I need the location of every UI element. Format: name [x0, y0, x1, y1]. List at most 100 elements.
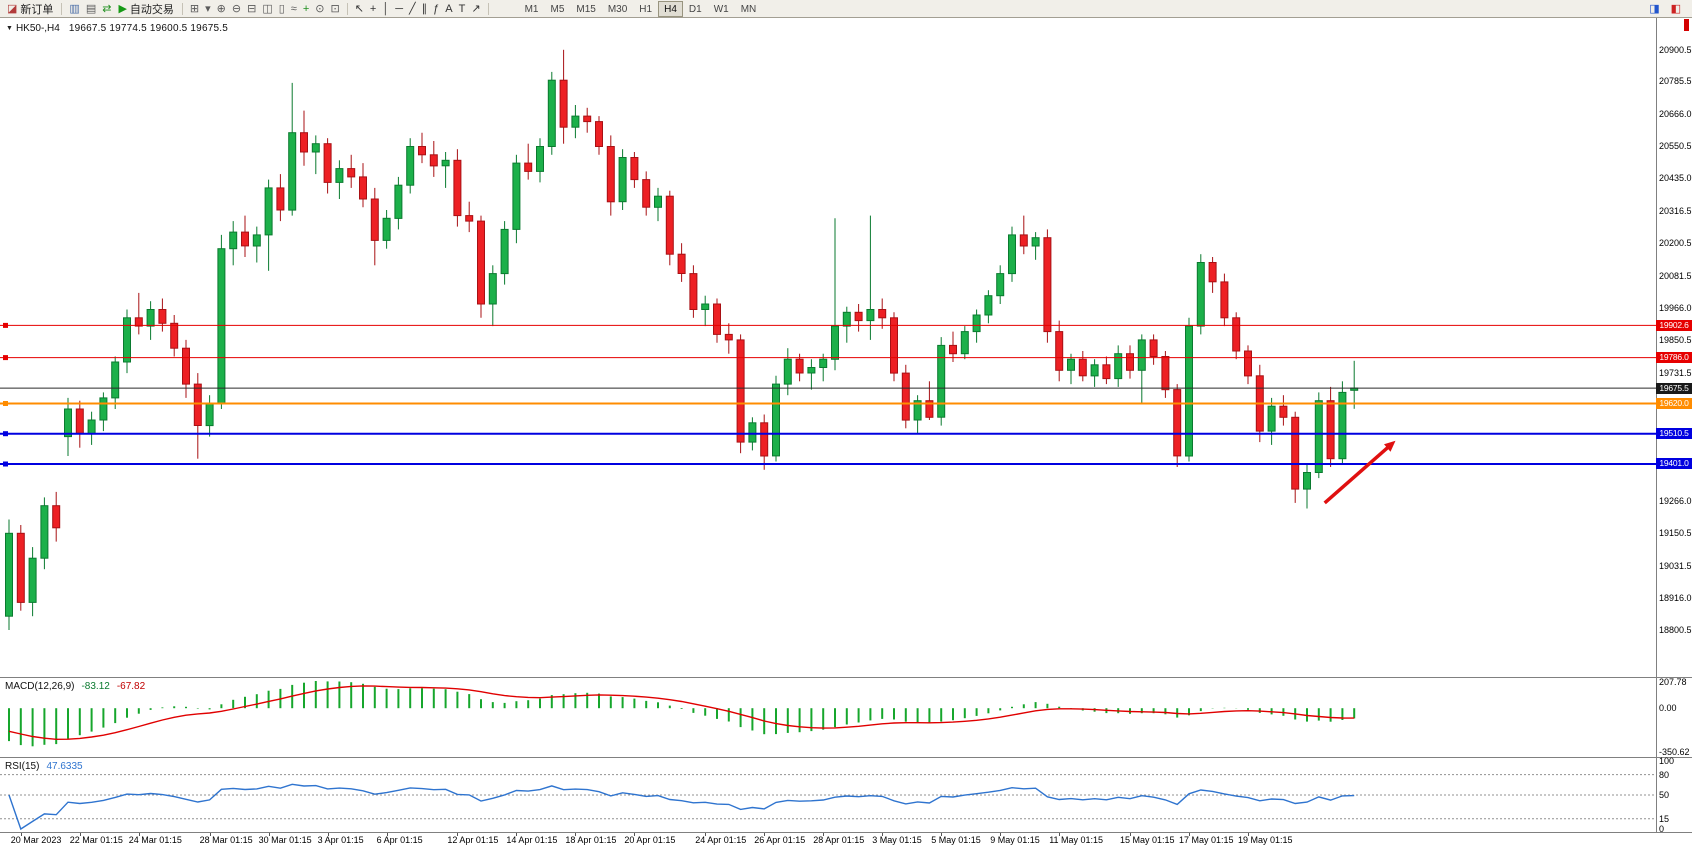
bear-candle: [1126, 353, 1134, 371]
bear-candle: [1102, 364, 1111, 380]
candlestick-chart-icon[interactable]: ▯: [278, 2, 285, 15]
navigator-icon[interactable]: ⇄: [102, 2, 112, 15]
price-tag-19675.5: 19675.5: [1656, 382, 1692, 394]
data-window-icon[interactable]: ▤: [85, 2, 97, 15]
toolbar-right-icon-1[interactable]: ◨: [1649, 2, 1660, 15]
bear-candle: [524, 162, 533, 172]
zoom-in-icon[interactable]: ⊕: [216, 2, 226, 15]
bull-candle: [972, 314, 981, 333]
chart-dropdown-icon[interactable]: ▼: [6, 25, 13, 32]
support-hline-2-handle[interactable]: [3, 461, 8, 467]
toolbar-separator: [346, 2, 348, 15]
price-axis-label: 19850.5: [1659, 334, 1692, 345]
arrow-annotation[interactable]: [1323, 442, 1393, 505]
time-tick: [20, 833, 22, 836]
macd-panel[interactable]: [0, 678, 1656, 757]
profiles-icon[interactable]: ▾: [205, 2, 211, 15]
vline-icon[interactable]: │: [382, 2, 390, 15]
bear-candle: [1279, 405, 1288, 418]
bear-candle: [1291, 416, 1300, 490]
hline-icon[interactable]: ─: [395, 2, 404, 15]
window-icons-group: ▥ ▤ ⇄: [66, 1, 114, 17]
new-order-button[interactable]: ◪ 新订单: [3, 1, 57, 17]
arrows-icon[interactable]: ↗: [471, 2, 481, 15]
rsi-value: 47.6335: [46, 761, 83, 772]
bear-candle: [52, 505, 61, 529]
bar-chart-icon[interactable]: ◫: [262, 2, 273, 15]
timeframe-button-h4[interactable]: H4: [658, 0, 683, 17]
pivot-hline-orange-handle[interactable]: [3, 401, 8, 406]
bull-candle: [500, 228, 509, 275]
toolbar-right-icon-2[interactable]: ◧: [1670, 2, 1681, 15]
bull-candle: [252, 234, 261, 247]
zoom-out-icon[interactable]: ⊖: [231, 2, 242, 15]
bull-candle: [441, 159, 450, 167]
resistance-hline-1-handle[interactable]: [3, 322, 8, 328]
label-icon[interactable]: T: [458, 2, 466, 15]
timeframe-button-m30[interactable]: M30: [607, 3, 628, 15]
bear-candle: [890, 317, 898, 374]
auto-trading-button[interactable]: ▶ 自动交易: [114, 1, 177, 17]
time-label: 9 May 01:15: [990, 835, 1040, 845]
time-tick: [386, 833, 388, 836]
time-label: 30 Mar 01:15: [258, 835, 312, 845]
bull-candle: [288, 132, 297, 211]
chart-tools-group: ⊞ ▾ ⊕ ⊖ ⊟ ◫ ▯ ≈ + ⊙ ⊡: [187, 1, 343, 17]
timeframe-button-w1[interactable]: W1: [713, 3, 729, 15]
bull-candle: [783, 358, 792, 385]
timeframe-button-h1[interactable]: H1: [639, 3, 653, 15]
fibonacci-icon[interactable]: ƒ: [433, 2, 440, 15]
bear-candle: [323, 143, 332, 183]
time-label: 28 Mar 01:15: [199, 835, 253, 845]
bull-candle: [28, 557, 37, 603]
bear-candle: [241, 231, 249, 247]
bull-candle: [960, 331, 969, 355]
periods-icon[interactable]: ⊙: [315, 2, 325, 15]
timeframe-button-d1[interactable]: D1: [688, 3, 702, 15]
cursor-icon[interactable]: ↖: [354, 2, 364, 15]
bull-candle: [842, 311, 851, 327]
panel-divider[interactable]: [0, 757, 1692, 758]
bear-candle: [1019, 234, 1028, 247]
chart-window: ▼ HK50-,H4 19667.5 19774.5 19600.5 19675…: [0, 18, 1692, 851]
macd-axis-label: -350.62: [1659, 747, 1690, 758]
bear-candle: [713, 303, 721, 335]
support-hline-1-handle[interactable]: [3, 431, 8, 437]
rsi-axis-label: 0: [1659, 824, 1665, 834]
macd-signal-line: [8, 685, 1355, 741]
timeframe-button-mn[interactable]: MN: [740, 3, 757, 15]
timeframe-button-m1[interactable]: M1: [524, 3, 539, 15]
new-chart-icon[interactable]: ⊞: [189, 2, 200, 15]
rsi-indicator-label: RSI(15) 47.6335: [5, 761, 83, 772]
channel-icon[interactable]: ∥: [421, 2, 428, 15]
price-chart[interactable]: [0, 18, 1656, 677]
bull-candle: [111, 361, 120, 399]
time-tick: [1059, 833, 1061, 836]
trendline-icon[interactable]: ╱: [409, 2, 416, 15]
resistance-hline-2-handle[interactable]: [3, 355, 8, 361]
bear-candle: [347, 168, 356, 178]
text-icon[interactable]: A: [445, 2, 453, 15]
price-axis-label: 20666.0: [1659, 109, 1692, 120]
bear-candle: [182, 347, 190, 385]
panel-divider[interactable]: [0, 677, 1692, 678]
market-watch-icon[interactable]: ▥: [69, 2, 80, 15]
templates-icon[interactable]: ⊡: [330, 2, 340, 15]
timeframe-button-m5[interactable]: M5: [550, 3, 565, 15]
bear-candle: [642, 179, 651, 208]
bear-candle: [854, 311, 863, 322]
line-chart-icon[interactable]: ≈: [290, 2, 297, 15]
time-tick: [327, 833, 329, 836]
rsi-axis-label: 100: [1659, 756, 1675, 766]
crosshair-icon[interactable]: +: [369, 2, 377, 15]
timeframe-button-m15[interactable]: M15: [576, 3, 596, 15]
rsi-panel[interactable]: [0, 758, 1656, 832]
time-tick: [575, 833, 577, 836]
time-tick: [268, 833, 270, 836]
bull-candle: [123, 317, 131, 363]
indicators-icon[interactable]: +: [302, 2, 310, 15]
price-tag-19401.0: 19401.0: [1656, 458, 1692, 470]
bull-candle: [1196, 262, 1205, 327]
tile-windows-icon[interactable]: ⊟: [247, 2, 257, 15]
new-order-label: 新订单: [20, 3, 54, 16]
